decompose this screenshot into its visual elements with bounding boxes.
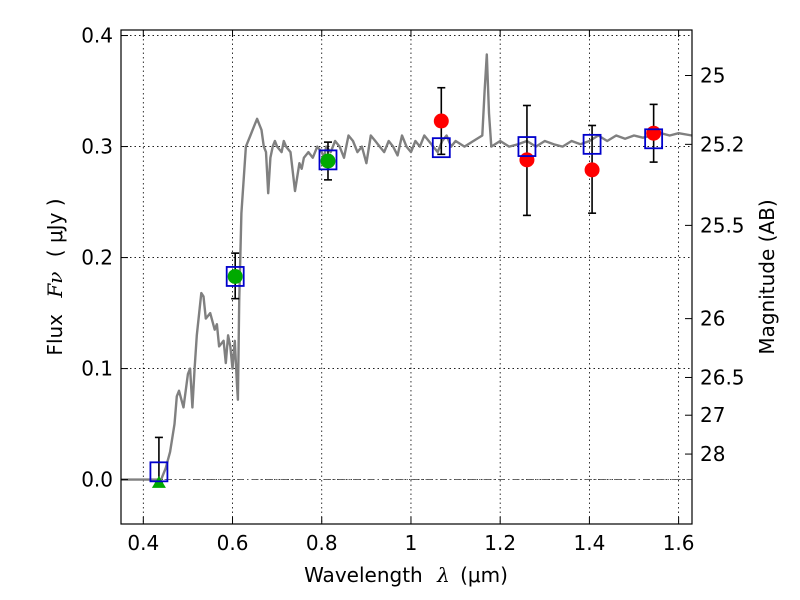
errorbar-layer — [154, 86, 658, 484]
mag-tick-label: 28 — [700, 442, 725, 466]
x-tick-label: 0.6 — [217, 531, 249, 555]
tick-layer: 0.4 0.6 0.8 1 1.2 1.4 1.6 0.0 0.1 0.2 0.3 0.4 25 25.2… — [81, 24, 744, 555]
ir-point — [519, 152, 535, 168]
optical-point — [227, 268, 243, 284]
y-axis-label-prefix: Flux — [43, 314, 67, 356]
x-tick-label: 1.2 — [484, 531, 516, 555]
y-axis-label: Flux Fν ( μJy ) — [43, 198, 67, 355]
x-tick-label: 1.4 — [573, 531, 605, 555]
model-photometry-point — [644, 128, 664, 150]
ir-point — [433, 113, 449, 129]
x-tick-label: 1 — [405, 531, 418, 555]
model-photometry-point — [318, 149, 338, 171]
model-photometry-point — [582, 133, 602, 155]
plot-background — [121, 30, 692, 524]
ir-point — [584, 162, 600, 178]
x-axis-label-symbol: λ — [436, 563, 450, 587]
marker-layer — [149, 113, 664, 488]
mag-tick-label: 25.2 — [700, 132, 745, 156]
mag-tick-label: 25.5 — [700, 213, 745, 237]
x-axis-label-prefix: Wavelength — [304, 563, 423, 587]
y-tick-label: 0.4 — [81, 24, 113, 48]
y-axis-label-symbol: Fν — [43, 272, 67, 299]
y-tick-label: 0.1 — [81, 357, 113, 381]
model-photometry-point — [431, 137, 451, 159]
plot-frame — [120, 29, 693, 525]
model-photometry-point — [517, 136, 537, 157]
x-tick-label: 0.4 — [127, 531, 159, 555]
x-tick-label: 1.6 — [663, 531, 695, 555]
y-axis-label-units: ( μJy ) — [43, 198, 67, 257]
mag-tick-label: 25 — [700, 64, 725, 88]
mag-tick-label: 27 — [700, 403, 725, 427]
model-photometry-point — [225, 266, 245, 287]
mag-tick-label: 26 — [700, 307, 725, 331]
grid — [121, 30, 692, 524]
ir-point — [646, 125, 662, 141]
y-tick-label: 0.0 — [81, 468, 113, 492]
model-photometry-point — [149, 461, 169, 483]
x-axis-label-units: (μm) — [460, 563, 508, 587]
y-tick-label: 0.3 — [81, 135, 113, 159]
y2-axis-label: Magnitude (AB) — [755, 199, 779, 354]
optical-point — [320, 153, 336, 169]
y-tick-label: 0.2 — [81, 246, 113, 270]
x-tick-label: 0.8 — [306, 531, 338, 555]
mag-tick-label: 26.5 — [700, 365, 745, 389]
x-axis-label: Wavelength λ (μm) — [304, 563, 508, 587]
